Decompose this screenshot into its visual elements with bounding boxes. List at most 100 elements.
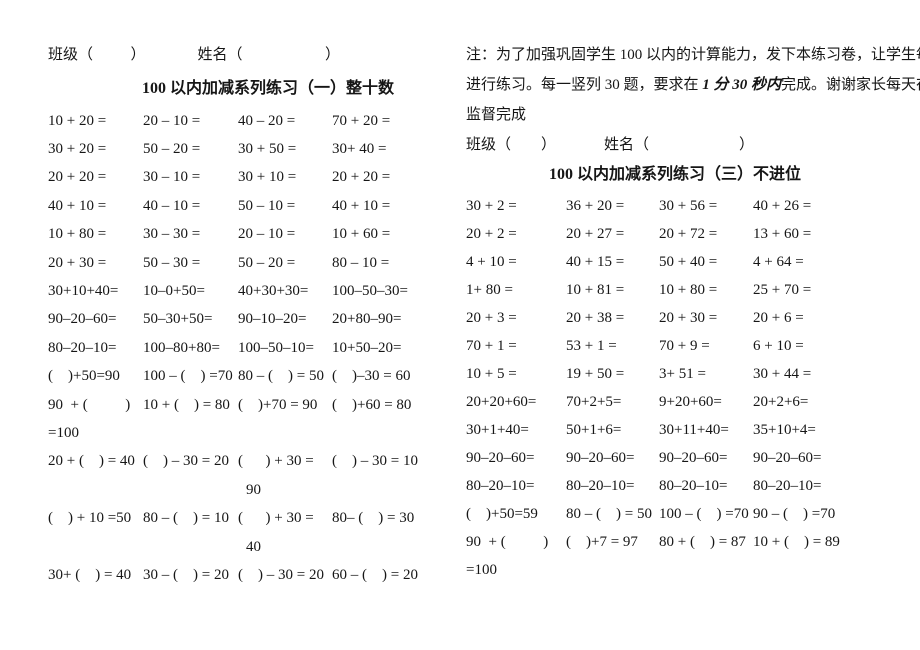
class-field-label: 班级（ ） <box>466 137 557 153</box>
problem-expression: 90–10–20= <box>238 311 307 328</box>
problem-expression: 20 + 6 = <box>753 309 804 326</box>
problem-expression: 10 + 60 = <box>332 226 391 243</box>
problem-expression: ( )+50=90 <box>48 368 120 385</box>
problem-expression: ( ) – 30 = 20 <box>238 566 324 583</box>
problem-row: 30+1+40= 50+1+6= 30+11+40= 35+10+4= <box>466 416 912 444</box>
problem-expression: 20 – 10 = <box>238 226 296 243</box>
problem-expression: ( ) – 30 = 20 <box>143 453 229 470</box>
problem-expression: 90–20–60= <box>466 449 535 466</box>
problem-expression: 6 + 10 = <box>753 337 804 354</box>
problem-expression: 50+1+6= <box>566 421 622 438</box>
problem-expression: 30 + 10 = <box>238 169 297 186</box>
name-field-label: 姓名（ ） <box>197 47 341 63</box>
problem-expression: 35+10+4= <box>753 421 816 438</box>
problem-expression: 40 – 20 = <box>238 112 296 129</box>
problem-expression: 20 + 30 = <box>48 254 107 271</box>
problem-expression: ( ) – 30 = 10 <box>332 453 418 470</box>
problem-row: 70 + 1 = 53 + 1 = 70 + 9 = 6 + 10 = <box>466 332 912 360</box>
problem-expression: 20 + 2 = <box>466 225 517 242</box>
problem-row: 90 + ( ) ( )+7 = 97 80 + ( ) = 87 10 + ( ) … <box>466 528 912 556</box>
problem-row: 10 + 5 = 19 + 50 = 3+ 51 = 30 + 44 = <box>466 360 912 388</box>
problem-expression: ( ) + 10 =50 <box>48 510 132 527</box>
problem-expression: 40 + 26 = <box>753 197 812 214</box>
problem-expression: 30 – ( ) = 20 <box>143 566 229 583</box>
problem-row: 10 + 20 = 20 – 10 = 40 – 20 = 70 + 20 = <box>48 107 444 135</box>
problem-expression: 20 + 27 = <box>566 225 625 242</box>
problem-expression: 20 + 72 = <box>659 225 718 242</box>
problem-expression: 10 + 20 = <box>48 112 107 129</box>
note-line-3: 监督完成 <box>466 107 527 123</box>
problem-expression: 30 + 50 = <box>238 141 297 158</box>
problem-expression: 30+1+40= <box>466 421 529 438</box>
problem-expression: 100–80+80= <box>143 339 220 356</box>
problem-row: 40 + 10 = 40 – 10 = 50 – 10 = 40 + 10 = <box>48 192 444 220</box>
problem-expression: 90–20–60= <box>753 449 822 466</box>
problem-expression: 25 + 70 = <box>753 281 812 298</box>
problem-expression: 100 – ( ) =70 <box>143 368 233 385</box>
problem-expression: 50 + 40 = <box>659 253 718 270</box>
problem-expression: ( ) + 30 = <box>238 453 314 470</box>
problem-expression: 50 – 20 = <box>238 254 296 271</box>
problem-expression: 10 + 5 = <box>466 365 517 382</box>
problem-expression: ( )+7 = 97 <box>566 533 638 550</box>
problem-expression: 30 + 2 = <box>466 197 517 214</box>
problem-row: 30 + 20 = 50 – 20 = 30 + 50 = 30+ 40 = <box>48 135 444 163</box>
problem-row: ( )+50=59 80 – ( ) = 50 100 – ( ) =70 90 – … <box>466 500 912 528</box>
problem-expression: 80– ( ) = 30 <box>332 510 415 527</box>
problem-expression: 80 – ( ) = 50 <box>566 505 652 522</box>
problem-expression: 70 + 9 = <box>659 337 710 354</box>
problem-expression: 20 + 20 = <box>48 169 107 186</box>
problem-expression: 80–20–10= <box>753 477 822 494</box>
problem-expression: 30+ 40 = <box>332 141 387 158</box>
teacher-note: 注：为了加强巩固学生 100 以内的计算能力，发下本练习卷，让学生每天 进行练习… <box>466 40 920 130</box>
problem-expression: 10–0+50= <box>143 283 205 300</box>
problem-row: ( ) + 10 =50 80 – ( ) = 10 ( ) + 30 = 80– (… <box>48 504 444 532</box>
problem-expression: 40 + 10 = <box>332 197 391 214</box>
problem-expression: 30+10+40= <box>48 283 119 300</box>
problem-expression: 90 – ( ) =70 <box>753 505 836 522</box>
problem-expression: 20 + ( ) = 40 <box>48 453 135 470</box>
problem-expression: 30 + 44 = <box>753 365 812 382</box>
problem-row: 90–20–60= 50–30+50= 90–10–20= 20+80–90= <box>48 306 444 334</box>
problem-expression: ( ) + 30 = <box>238 510 314 527</box>
note-time-requirement: 1 分 30 秒内 <box>702 77 782 93</box>
problem-expression: 80 – ( ) = 10 <box>143 510 229 527</box>
problem-expression: 53 + 1 = <box>566 337 617 354</box>
note-text-segment: 完成。谢谢家长每天在家 <box>781 77 920 93</box>
problem-expression: 40 + 15 = <box>566 253 625 270</box>
problem-row: 90–20–60= 90–20–60= 90–20–60= 90–20–60= <box>466 444 912 472</box>
problem-row: =100 <box>466 556 912 584</box>
problem-expression: 80 – ( ) = 50 <box>238 368 324 385</box>
problem-expression: 70 + 1 = <box>466 337 517 354</box>
problem-expression: 50 – 10 = <box>238 197 296 214</box>
problem-expression: 90 + ( ) <box>48 396 131 413</box>
problem-expression: 20 + 20 = <box>332 169 391 186</box>
problem-expression: 50–30+50= <box>143 311 213 328</box>
problem-expression: 20 + 30 = <box>659 309 718 326</box>
problem-row: 30+10+40= 10–0+50= 40+30+30= 100–50–30= <box>48 277 444 305</box>
problem-expression: 1+ 80 = <box>466 281 513 298</box>
problem-expression: 70 + 20 = <box>332 112 391 129</box>
problem-expression: 3+ 51 = <box>659 365 706 382</box>
right-header-line: 班级（ ） 姓名（ ） <box>466 130 912 160</box>
problem-expression: 90–20–60= <box>659 449 728 466</box>
problem-expression: 10+50–20= <box>332 339 402 356</box>
problem-expression: 30+ ( ) = 40 <box>48 566 132 583</box>
problem-row: 40 <box>246 538 261 555</box>
problem-expression: 60 – ( ) = 20 <box>332 566 418 583</box>
problem-expression: 80–20–10= <box>566 477 635 494</box>
problem-expression: 40+30+30= <box>238 283 309 300</box>
problem-row: 10 + 80 = 30 – 30 = 20 – 10 = 10 + 60 = <box>48 221 444 249</box>
problem-expression: 10 + 80 = <box>659 281 718 298</box>
problem-expression: 30 – 30 = <box>143 226 201 243</box>
problem-row: 80–20–10= 100–80+80= 100–50–10= 10+50–20= <box>48 334 444 362</box>
problem-expression: 80 – 10 = <box>332 254 390 271</box>
problem-expression: 50 – 30 = <box>143 254 201 271</box>
note-line-2: 进行练习。每一竖列 30 题，要求在 1 分 30 秒内完成。谢谢家长每天在家 <box>466 70 920 100</box>
problem-expression: 90 + ( ) <box>466 533 549 550</box>
problem-row: 1+ 80 = 10 + 81 = 10 + 80 = 25 + 70 = <box>466 276 912 304</box>
problem-expression: 4 + 10 = <box>466 253 517 270</box>
note-text-segment: 进行练习。每一竖列 30 题，要求在 <box>466 77 703 93</box>
problem-row: ( )+50=90 100 – ( ) =70 80 – ( ) = 50 ( )–3… <box>48 363 444 391</box>
